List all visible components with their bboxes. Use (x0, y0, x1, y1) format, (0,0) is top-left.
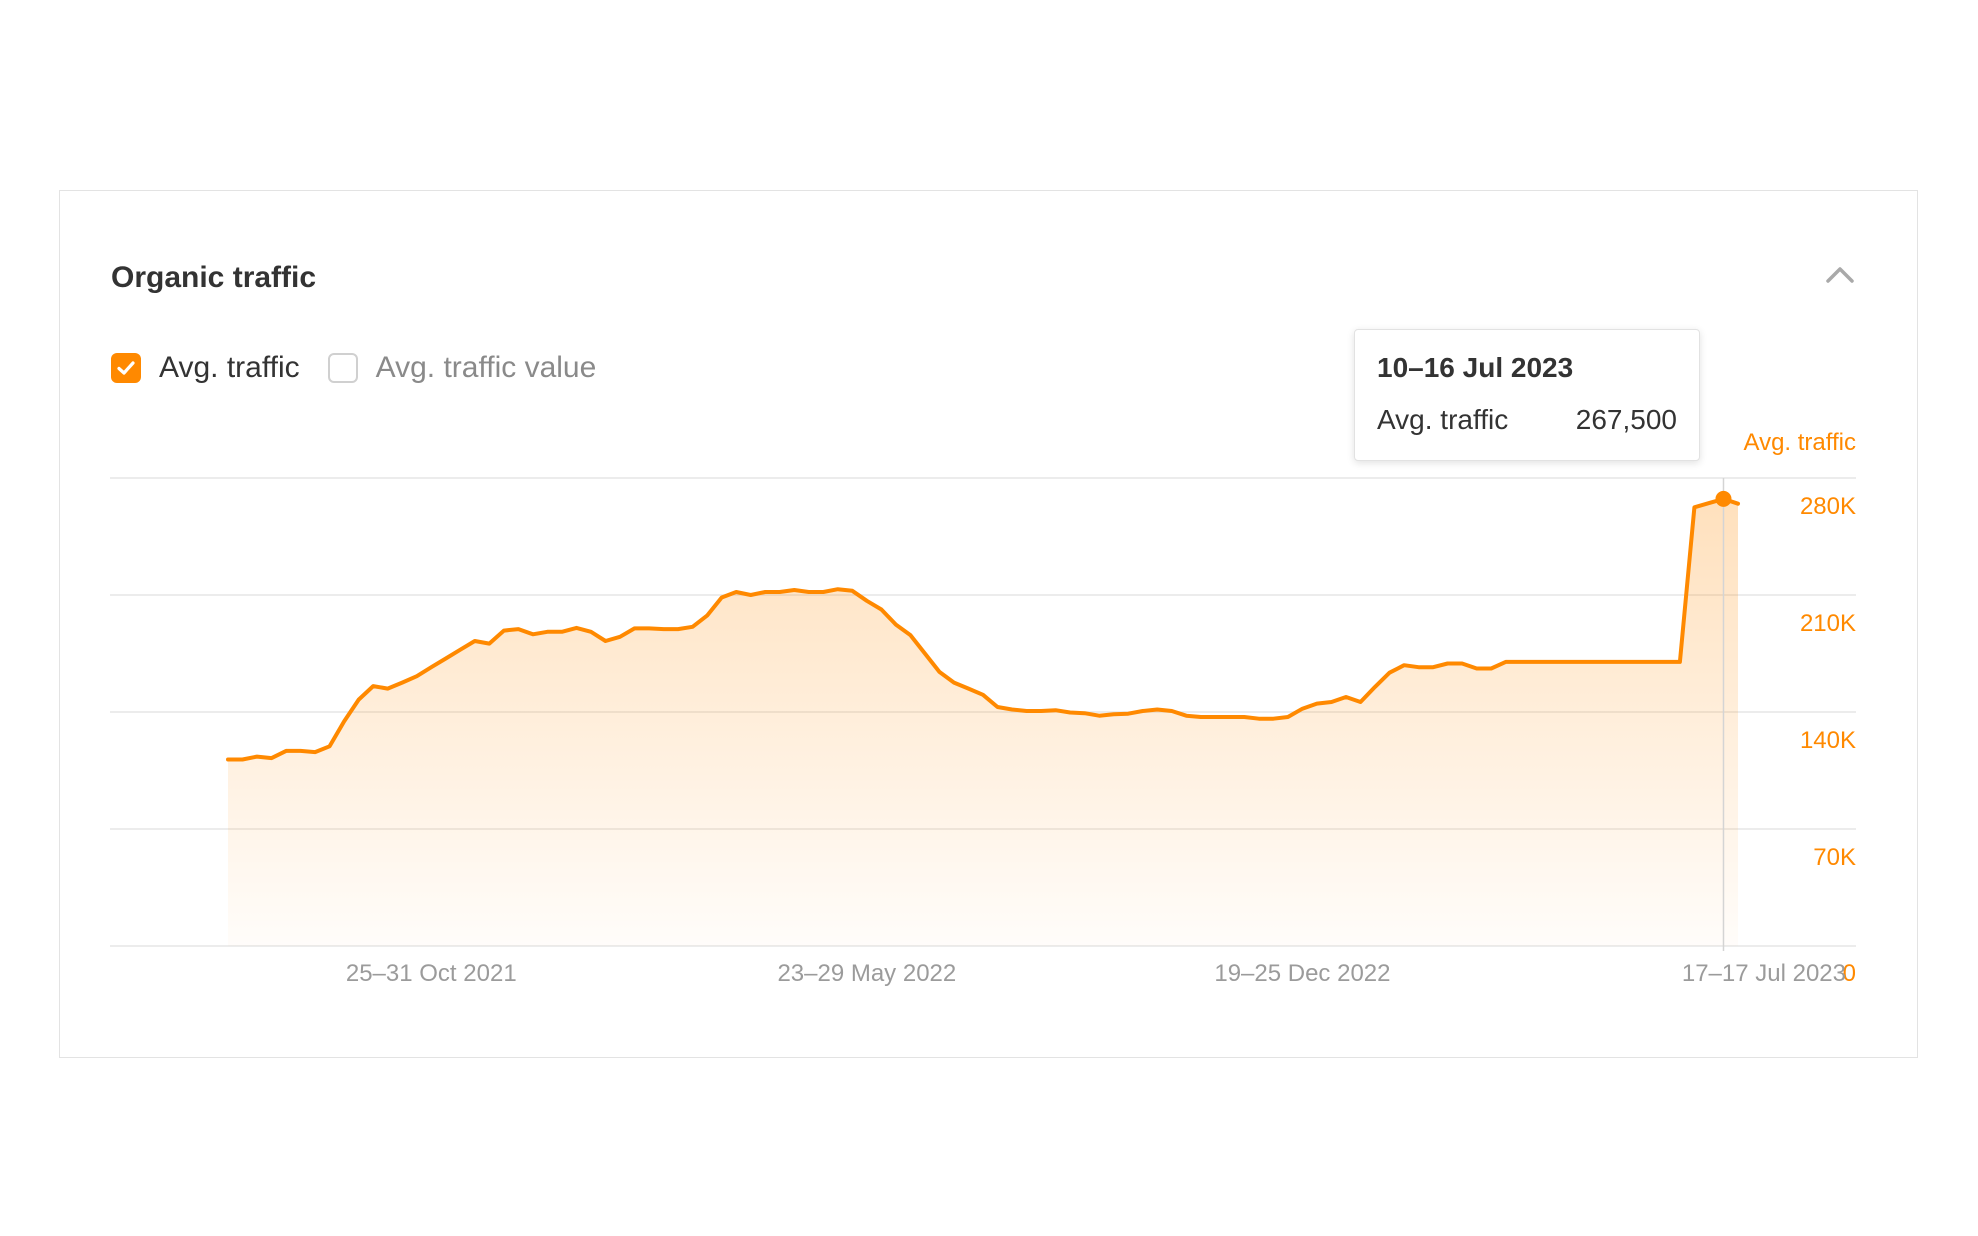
x-tick-label: 25–31 Oct 2021 (346, 960, 517, 987)
legend-label-avg-traffic: Avg. traffic (159, 351, 300, 384)
tooltip-date: 10–16 Jul 2023 (1377, 352, 1574, 383)
panel-title: Organic traffic (111, 261, 317, 294)
x-tick-label: 17–17 Jul 2023 (1682, 960, 1846, 987)
legend-item-avg-traffic-value[interactable]: Avg. traffic value (327, 351, 597, 385)
y-tick-label: 70K (1813, 844, 1856, 871)
collapse-button[interactable] (1818, 253, 1862, 297)
avg-traffic-value-checkbox[interactable] (327, 353, 358, 383)
x-tick-label: 23–29 May 2022 (777, 960, 956, 987)
legend-label-avg-traffic-value: Avg. traffic value (375, 351, 597, 384)
y-tick-label: 0 (1843, 960, 1856, 987)
x-axis-ticks: 25–31 Oct 2021 23–29 May 2022 19–25 Dec 20… (346, 960, 1846, 987)
avg-traffic-checkbox[interactable] (111, 353, 141, 383)
tooltip-metric-label: Avg. traffic (1377, 404, 1509, 435)
tooltip-metric-value: 267,500 (1575, 404, 1677, 435)
data-tooltip: 10–16 Jul 2023 Avg. traffic 267,500 (1354, 329, 1700, 461)
hover-point (1715, 490, 1732, 507)
y-tick-label: 140K (1800, 727, 1856, 754)
y-tick-label: 280K (1800, 493, 1856, 520)
y-tick-label: 210K (1800, 610, 1856, 637)
chevron-up-icon (1826, 267, 1854, 283)
traffic-line (226, 496, 1740, 762)
series-legend: Avg. traffic Avg. traffic value (111, 351, 624, 385)
legend-item-avg-traffic[interactable]: Avg. traffic (111, 351, 300, 385)
traffic-area-fill (228, 498, 1738, 946)
y-axis-ticks: 0 70K 140K 210K 280K (1800, 493, 1856, 987)
checkmark-icon (117, 361, 135, 375)
y-axis-label: Avg. traffic (1744, 429, 1857, 456)
x-tick-label: 19–25 Dec 2022 (1214, 960, 1390, 987)
